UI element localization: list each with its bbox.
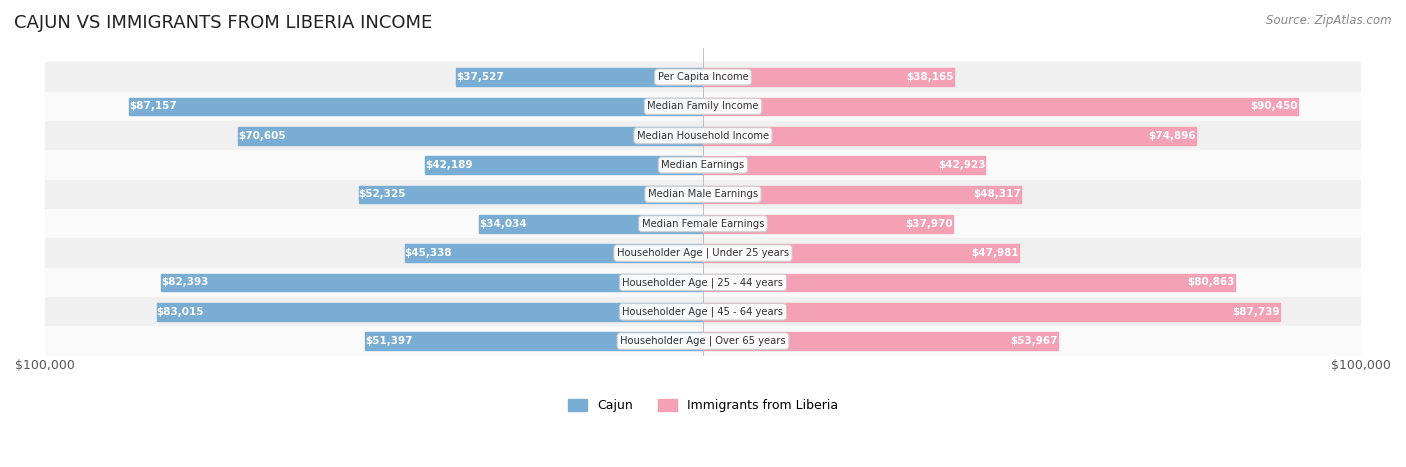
Bar (703, 185, 1021, 203)
Text: CAJUN VS IMMIGRANTS FROM LIBERIA INCOME: CAJUN VS IMMIGRANTS FROM LIBERIA INCOME (14, 14, 432, 32)
Text: $70,605: $70,605 (239, 131, 285, 141)
Bar (129, 98, 703, 115)
Bar (703, 244, 1019, 262)
Bar (456, 68, 703, 86)
Bar (359, 185, 703, 203)
Text: $34,034: $34,034 (479, 219, 527, 229)
Bar (479, 215, 703, 233)
Bar (703, 303, 1281, 320)
Text: $52,325: $52,325 (359, 190, 406, 199)
Bar (45, 209, 1361, 239)
Bar (703, 215, 953, 233)
Text: Householder Age | 25 - 44 years: Householder Age | 25 - 44 years (623, 277, 783, 288)
Legend: Cajun, Immigrants from Liberia: Cajun, Immigrants from Liberia (564, 394, 842, 417)
Text: Median Family Income: Median Family Income (647, 101, 759, 111)
Bar (703, 274, 1234, 291)
Text: Median Household Income: Median Household Income (637, 131, 769, 141)
Text: Source: ZipAtlas.com: Source: ZipAtlas.com (1267, 14, 1392, 27)
Bar (45, 63, 1361, 92)
Text: Per Capita Income: Per Capita Income (658, 72, 748, 82)
Bar (45, 92, 1361, 121)
Text: $80,863: $80,863 (1188, 277, 1234, 287)
Text: $47,981: $47,981 (972, 248, 1019, 258)
Bar (45, 268, 1361, 297)
Bar (45, 297, 1361, 326)
Bar (45, 121, 1361, 150)
Text: Median Male Earnings: Median Male Earnings (648, 190, 758, 199)
Text: $38,165: $38,165 (907, 72, 955, 82)
Bar (156, 303, 703, 320)
Bar (364, 333, 703, 350)
Text: $37,527: $37,527 (456, 72, 503, 82)
Bar (703, 156, 986, 174)
Text: $51,397: $51,397 (364, 336, 412, 346)
Bar (160, 274, 703, 291)
Text: $90,450: $90,450 (1251, 101, 1298, 111)
Bar (45, 180, 1361, 209)
Text: Median Female Earnings: Median Female Earnings (641, 219, 765, 229)
Bar (45, 326, 1361, 356)
Text: $53,967: $53,967 (1011, 336, 1059, 346)
Bar (405, 244, 703, 262)
Text: $42,923: $42,923 (938, 160, 986, 170)
Text: Householder Age | Under 25 years: Householder Age | Under 25 years (617, 248, 789, 258)
Bar (45, 239, 1361, 268)
Text: $82,393: $82,393 (160, 277, 208, 287)
Bar (426, 156, 703, 174)
Bar (239, 127, 703, 144)
Text: $37,970: $37,970 (905, 219, 953, 229)
Bar (703, 127, 1197, 144)
Text: Householder Age | 45 - 64 years: Householder Age | 45 - 64 years (623, 306, 783, 317)
Text: Householder Age | Over 65 years: Householder Age | Over 65 years (620, 336, 786, 347)
Bar (703, 68, 955, 86)
Text: $45,338: $45,338 (405, 248, 453, 258)
Bar (703, 98, 1298, 115)
Text: $42,189: $42,189 (426, 160, 472, 170)
Text: $83,015: $83,015 (156, 307, 204, 317)
Text: $87,739: $87,739 (1233, 307, 1281, 317)
Text: Median Earnings: Median Earnings (661, 160, 745, 170)
Text: $87,157: $87,157 (129, 101, 177, 111)
Text: $74,896: $74,896 (1149, 131, 1197, 141)
Text: $48,317: $48,317 (973, 190, 1021, 199)
Bar (703, 333, 1059, 350)
Bar (45, 150, 1361, 180)
